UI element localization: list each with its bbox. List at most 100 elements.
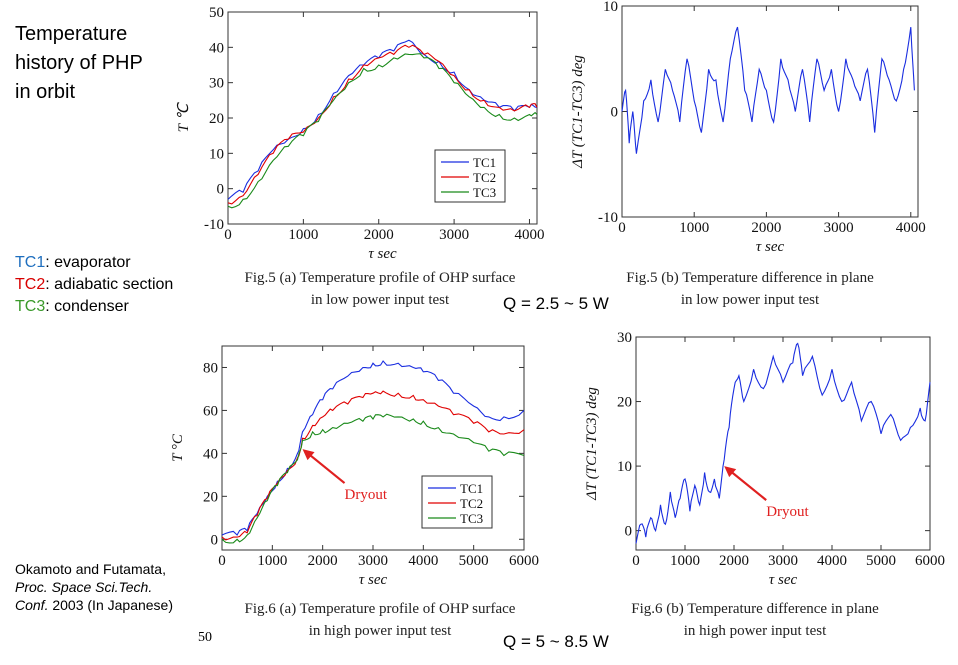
fig5b-xtick-label: 1000 [679,220,709,236]
fig6b-annotation-arrow [728,469,767,501]
fig6a-series-tc1 [221,360,525,536]
fig5a-ytick-label: 10 [209,146,224,162]
fig6a-legend-box [421,475,493,529]
legend-note-tc1: TC1: evaporator [15,252,173,274]
slide-title: Temperature history of PHP in orbit [15,20,205,107]
fig6a-xtick-label: 3000 [358,553,388,569]
fig6b-ytick-label: 30 [617,330,632,346]
slide-title-line-1: Temperature [15,23,128,45]
fig5a-caption: Fig.5 (a) Temperature profile of OHP sur… [215,267,545,311]
legend-note-tc3: TC3: condenser [15,296,173,318]
tc2-desc: : adiabatic section [45,276,174,293]
fig5a-ytick-label: 40 [209,40,224,56]
fig6a-xtick-label: 5000 [459,553,489,569]
fig6b-xtick-label: 5000 [866,553,896,569]
tc1-desc: : evaporator [45,254,131,271]
slide-title-line-3: in orbit [15,81,76,103]
fig5a-series-tc3 [227,53,538,209]
fig5a-xtick-label: 0 [224,227,232,243]
fig5a-ytick-label: 50 [209,5,224,21]
fig5a-legend-label-tc3: TC3 [473,185,496,200]
fig5a-ytick-label: -10 [204,217,224,233]
tc3-desc: : condenser [45,298,129,315]
fig5b-ytick-label: 10 [603,0,618,15]
fig5a-series-tc2 [227,44,538,205]
fig6b-ylabel: ΔT (TC1-TC3) deg [584,387,600,501]
q-high-label: Q = 5 ~ 8.5 W [503,632,609,651]
fig6b-annotation-arrowhead [724,466,737,478]
fig5b-xtick-label: 0 [618,220,626,236]
fig5b-xlabel: τ sec [756,239,785,255]
ref-line-3-rest: 2003 (In Japanese) [48,597,173,613]
fig6a-legend-label-tc3: TC3 [460,511,483,526]
fig5b-series-dt [621,26,915,154]
fig5b-caption-line1: Fig.5 (b) Temperature difference in plan… [626,270,874,286]
fig5a-ytick-label: 30 [209,76,224,92]
slide-title-line-2: history of PHP [15,52,143,74]
fig6a-series-tc3 [221,413,525,544]
fig6b-xtick-label: 3000 [768,553,798,569]
fig6b-caption: Fig.6 (b) Temperature difference in plan… [610,598,900,642]
fig6b-xtick-label: 1000 [670,553,700,569]
fig6b-xtick-label: 6000 [915,553,945,569]
fig5a-xtick-label: 2000 [364,227,394,243]
fig6b-xtick-label: 4000 [817,553,847,569]
fig6a-xtick-label: 2000 [308,553,338,569]
fig6b-xtick-label: 0 [632,553,640,569]
fig6a-legend-label-tc2: TC2 [460,496,483,511]
fig5a-ytick-label: 20 [209,111,224,127]
fig6a-xtick-label: 0 [218,553,226,569]
fig6b-annotation-label: Dryout [766,504,809,520]
ref-line-3: Conf. 2003 (In Japanese) [15,596,173,614]
fig6a-ylabel: T °C [170,433,186,462]
fig5b-xtick-label: 2000 [751,220,781,236]
fig6a-annotation-arrowhead [302,449,315,461]
thermocouple-legend: TC1: evaporator TC2: adiabatic section T… [15,252,173,318]
fig5a-xlabel: τ sec [368,246,397,262]
tc2-tag: TC2 [15,276,46,293]
fig5a-caption-line1: Fig.5 (a) Temperature profile of OHP sur… [244,270,516,286]
ref-line-2-text: Proc. Space Sci.Tech. [15,579,153,595]
fig5a-xtick-label: 3000 [439,227,469,243]
ref-line-1: Okamoto and Futamata, [15,561,166,577]
fig6a-series-tc2 [221,390,525,541]
fig6b-series-dt [635,342,931,544]
ref-line-3-italic: Conf. [15,597,49,613]
fig6b-ytick-label: 10 [617,459,632,475]
tc1-tag: TC1 [15,254,46,271]
fig6a-xtick-label: 4000 [408,553,438,569]
fig6b-ytick-label: 0 [625,524,633,540]
fig6a-xtick-label: 6000 [509,553,539,569]
fig5b-ytick-label: -10 [598,210,618,226]
legend-note-tc2: TC2: adiabatic section [15,274,173,296]
fig5a-xtick-label: 1000 [288,227,318,243]
fig6a-ytick-label: 0 [211,532,219,548]
fig6a-ytick-label: 80 [203,360,218,376]
q-low-label: Q = 2.5 ~ 5 W [503,294,609,313]
fig5b-ytick-label: 0 [611,105,619,121]
fig6a-ytick-label: 20 [203,489,218,505]
fig6b-caption-line1: Fig.6 (b) Temperature difference in plan… [631,601,879,617]
fig6a-legend-label-tc1: TC1 [460,481,483,496]
fig5b-ylabel: ΔT (TC1-TC3) deg [570,55,586,169]
fig5a-ytick-label: 0 [217,182,225,198]
ref-line-2: Proc. Space Sci.Tech. [15,578,173,596]
fig6a-ytick-label: 60 [203,403,218,419]
stray-page-number: 50 [198,630,212,645]
reference-citation: Okamoto and Futamata, Proc. Space Sci.Te… [15,560,173,614]
fig5b-xtick-label: 4000 [896,220,926,236]
fig6b-xlabel: τ sec [769,572,798,588]
fig5a-series-tc1 [227,39,538,200]
fig5b-caption: Fig.5 (b) Temperature difference in plan… [610,267,890,311]
fig5b-caption-line2: in low power input test [680,292,820,308]
fig6a-caption-line2: in high power input test [308,623,452,639]
fig6a-caption-line1: Fig.6 (a) Temperature profile of OHP sur… [244,601,516,617]
fig6a-caption: Fig.6 (a) Temperature profile of OHP sur… [215,598,545,642]
fig6b-caption-line2: in high power input test [683,623,827,639]
fig5b-xtick-label: 3000 [824,220,854,236]
fig5a-caption-line2: in low power input test [310,292,450,308]
tc3-tag: TC3 [15,298,46,315]
fig6a-ytick-label: 40 [203,446,218,462]
fig6a-xlabel: τ sec [359,572,388,588]
